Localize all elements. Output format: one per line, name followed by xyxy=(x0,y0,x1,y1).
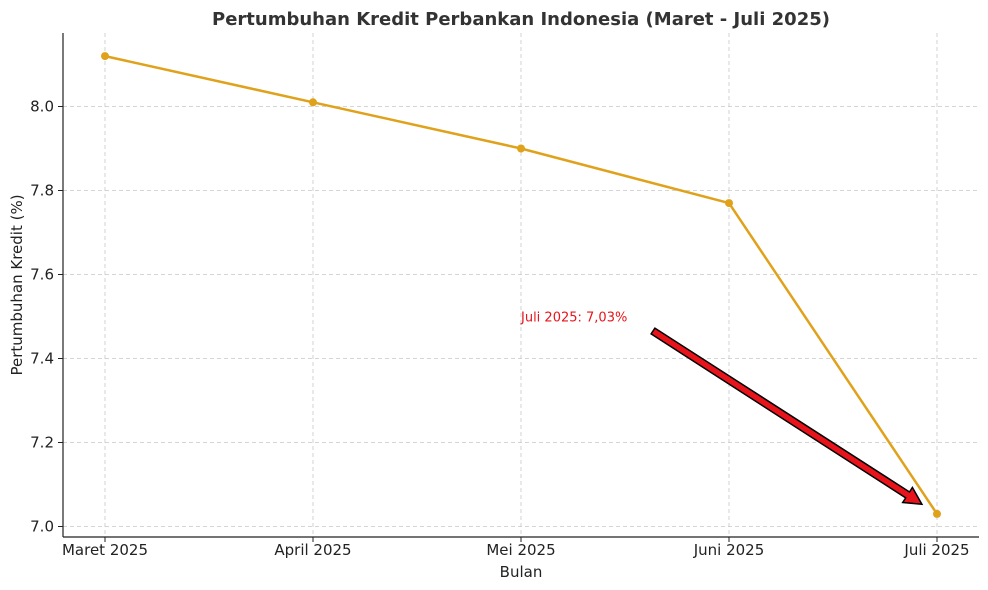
y-axis-ticks: 7.0 7.2 7.4 7.6 7.8 8.0 xyxy=(30,98,63,536)
y-tick-label: 7.6 xyxy=(30,266,54,284)
data-point xyxy=(309,98,317,107)
x-axis-label: Bulan xyxy=(500,563,543,581)
data-point xyxy=(725,199,733,208)
annotation-arrow xyxy=(650,327,924,506)
y-tick-label: 7.2 xyxy=(30,434,54,452)
grid xyxy=(63,33,979,537)
x-axis-ticks: Maret 2025 April 2025 Mei 2025 Juni 2025 Jul… xyxy=(62,537,970,559)
y-tick-label: 7.0 xyxy=(30,518,54,536)
data-point xyxy=(517,144,525,153)
annotation: Juli 2025: 7,03% xyxy=(520,311,924,506)
chart-title: Pertumbuhan Kredit Perbankan Indonesia (… xyxy=(212,9,830,30)
x-tick-label: Maret 2025 xyxy=(62,541,148,559)
y-tick-label: 7.4 xyxy=(30,350,54,368)
y-tick-label: 7.8 xyxy=(30,182,54,200)
y-axis-label: Pertumbuhan Kredit (%) xyxy=(8,194,26,375)
y-tick-label: 8.0 xyxy=(30,98,54,116)
x-tick-label: April 2025 xyxy=(274,541,351,559)
data-point xyxy=(933,509,941,518)
series-group xyxy=(101,52,941,518)
x-tick-label: Mei 2025 xyxy=(486,541,555,559)
x-tick-label: Juni 2025 xyxy=(693,541,765,559)
annotation-text: Juli 2025: 7,03% xyxy=(520,311,627,326)
x-tick-label: Juli 2025 xyxy=(903,541,969,559)
data-point xyxy=(101,52,109,61)
